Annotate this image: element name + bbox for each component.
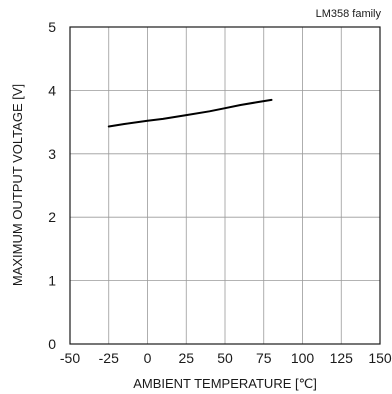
y-tick-label: 5 — [48, 19, 56, 35]
y-axis-ticks: 0 1 2 3 4 5 — [48, 19, 56, 352]
chart-annotation: LM358 family — [316, 8, 382, 20]
y-tick-label: 0 — [48, 336, 56, 352]
x-tick-label: 100 — [291, 350, 315, 366]
x-tick-label: 50 — [217, 350, 233, 366]
x-tick-label: 75 — [256, 350, 272, 366]
y-axis-label: MAXIMUM OUTPUT VOLTAGE [V] — [10, 84, 25, 286]
y-tick-label: 2 — [48, 209, 56, 225]
plot-frame — [69, 26, 381, 345]
x-axis-label: AMBIENT TEMPERATURE [℃] — [133, 376, 317, 391]
series-group — [107, 98, 273, 128]
x-tick-label: 150 — [368, 350, 392, 366]
y-tick-label: 4 — [48, 82, 56, 98]
x-axis-ticks: -50 -25 0 25 50 75 100 125 150 — [60, 350, 392, 366]
x-tick-label: -25 — [99, 350, 119, 366]
x-tick-label: 25 — [178, 350, 194, 366]
series-line — [107, 98, 273, 128]
x-tick-label: 0 — [144, 350, 152, 366]
x-tick-label: -50 — [60, 350, 80, 366]
grid — [70, 27, 380, 344]
y-tick-label: 1 — [48, 273, 56, 289]
x-tick-label: 125 — [330, 350, 354, 366]
y-tick-label: 3 — [48, 146, 56, 162]
